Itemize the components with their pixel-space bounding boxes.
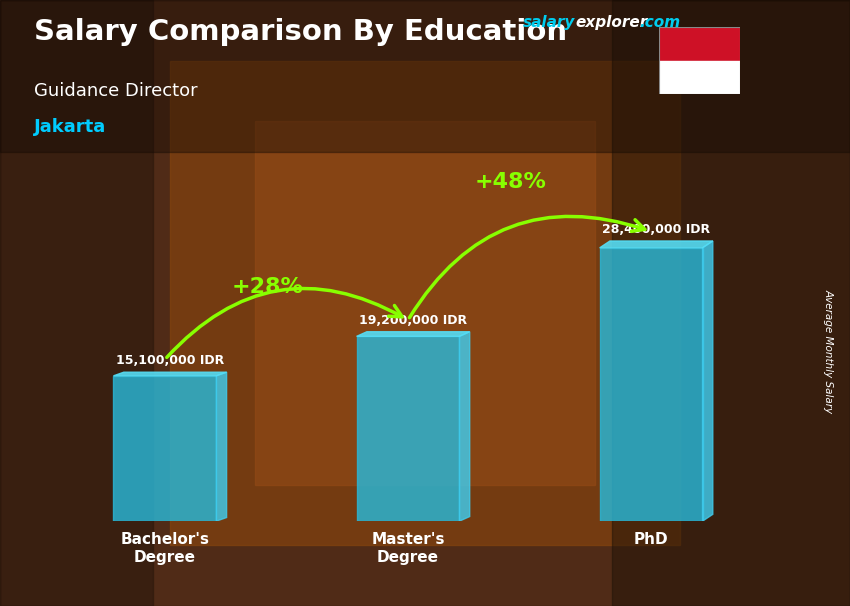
Bar — [356, 336, 459, 521]
Bar — [0, 0, 850, 152]
Polygon shape — [702, 241, 713, 521]
Text: Average Monthly Salary: Average Monthly Salary — [824, 290, 834, 413]
Polygon shape — [459, 331, 470, 521]
Bar — [659, 61, 740, 94]
Polygon shape — [216, 372, 227, 521]
Polygon shape — [356, 331, 470, 336]
Text: +28%: +28% — [232, 278, 303, 298]
Bar — [612, 0, 850, 606]
Text: 28,400,000 IDR: 28,400,000 IDR — [602, 223, 711, 236]
Bar — [599, 248, 702, 521]
Text: Guidance Director: Guidance Director — [34, 82, 197, 100]
Text: 15,100,000 IDR: 15,100,000 IDR — [116, 355, 224, 367]
Bar — [170, 61, 680, 545]
Text: Salary Comparison By Education: Salary Comparison By Education — [34, 18, 567, 46]
Text: salary: salary — [523, 15, 575, 30]
Bar — [659, 27, 740, 61]
Text: explorer: explorer — [575, 15, 648, 30]
Polygon shape — [599, 241, 713, 248]
Text: Jakarta: Jakarta — [34, 118, 106, 136]
Text: 19,200,000 IDR: 19,200,000 IDR — [359, 314, 468, 327]
Text: .com: .com — [639, 15, 680, 30]
Text: +48%: +48% — [475, 172, 547, 192]
Polygon shape — [113, 372, 227, 376]
Bar — [0, 0, 153, 606]
Bar — [113, 376, 216, 521]
Bar — [255, 121, 595, 485]
